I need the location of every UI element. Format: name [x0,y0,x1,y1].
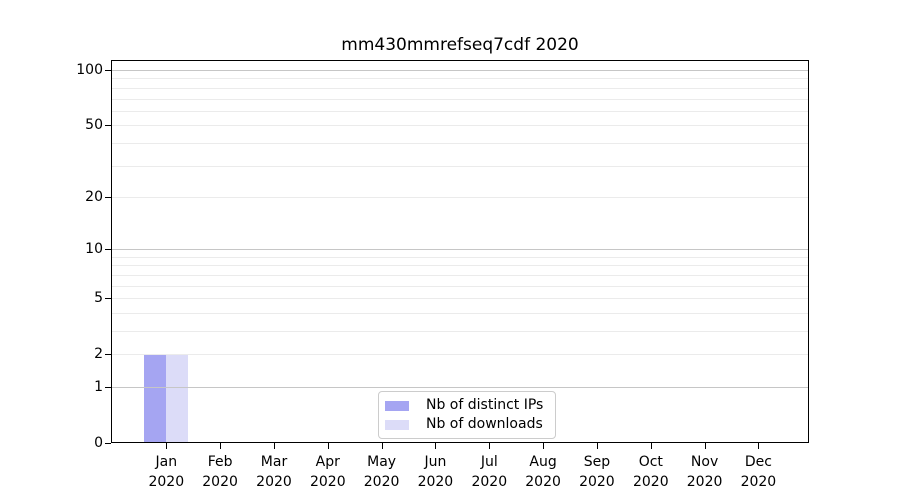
y-tick-label: 5 [94,290,103,307]
x-tick-label: May 2020 [363,454,400,490]
y-tick-label: 50 [85,117,103,134]
y-tick-label: 100 [76,62,103,78]
x-tick-mark [274,443,275,449]
y-tick-label: 10 [85,241,103,258]
gridline-major [111,70,809,71]
x-tick-mark [650,443,652,449]
x-tick-mark [435,443,437,449]
y-tick-mark [105,443,111,444]
y-tick-label: 1 [94,379,103,395]
x-tick-mark [543,443,545,449]
gridline-minor [111,285,809,287]
gridline-minor [111,87,809,89]
gridline-minor [111,265,809,267]
chart-title: mm430mmrefseq7cdf 2020 [341,35,579,55]
x-tick-mark [758,443,760,449]
legend-swatch-distinct-ips-icon [385,400,409,411]
x-tick-mark [704,443,706,449]
x-tick-label: Oct 2020 [632,454,669,490]
x-tick-label: Dec 2020 [740,454,777,490]
x-tick-mark [381,443,383,449]
y-tick-label: 2 [94,346,103,363]
gridline-minor [111,110,809,112]
gridline-minor [111,98,809,100]
y-tick-mark [105,354,111,356]
plot-frame [111,60,809,443]
gridline-minor [111,331,809,332]
gridline-minor [111,165,809,167]
x-tick-label: Jun 2020 [417,454,454,490]
y-tick-mark [105,70,111,71]
gridline-minor [111,298,809,300]
bar-nb-of-downloads-jan [165,354,188,443]
gridline-minor [111,78,809,80]
x-tick-label: Nov 2020 [686,454,723,490]
gridline-minor [111,274,809,276]
x-tick-mark [220,443,222,449]
gridline-minor [111,125,809,127]
plot-area [111,60,809,443]
x-tick-label: Jul 2020 [471,454,508,490]
y-tick-mark [105,125,111,127]
y-tick-label: 20 [85,188,103,205]
x-tick-label: Feb 2020 [202,454,238,490]
x-tick-mark [489,443,491,449]
x-tick-label: Sep 2020 [579,454,615,490]
bar-nb-of-distinct-ips-jan [143,354,166,443]
legend-item-distinct-ips: Nb of distinct IPs [385,398,555,413]
legend-label-distinct-ips: Nb of distinct IPs [426,397,544,413]
x-tick-label: Aug 2020 [525,454,561,490]
y-tick-mark [105,387,111,388]
x-tick-mark [327,443,329,449]
gridline-minor [111,354,809,356]
x-tick-label: Mar 2020 [256,454,292,490]
gridline-minor [111,256,809,258]
gridline-minor [111,312,809,314]
gridline-minor [111,196,809,198]
gridline-major [111,249,809,251]
x-tick-label: Jan 2020 [148,454,185,490]
y-tick-mark [105,196,111,198]
y-tick-mark [105,249,111,251]
x-tick-label: Apr 2020 [309,454,346,490]
y-tick-mark [105,298,111,300]
gridline-major [111,387,809,388]
gridline-minor [111,142,809,144]
legend-swatch-downloads-icon [385,419,409,430]
x-tick-mark [596,443,598,449]
legend: Nb of distinct IPs Nb of downloads [378,391,556,439]
y-tick-label: 0 [94,435,103,451]
x-tick-mark [166,443,168,449]
legend-item-downloads: Nb of downloads [385,417,555,432]
legend-label-downloads: Nb of downloads [426,416,543,432]
